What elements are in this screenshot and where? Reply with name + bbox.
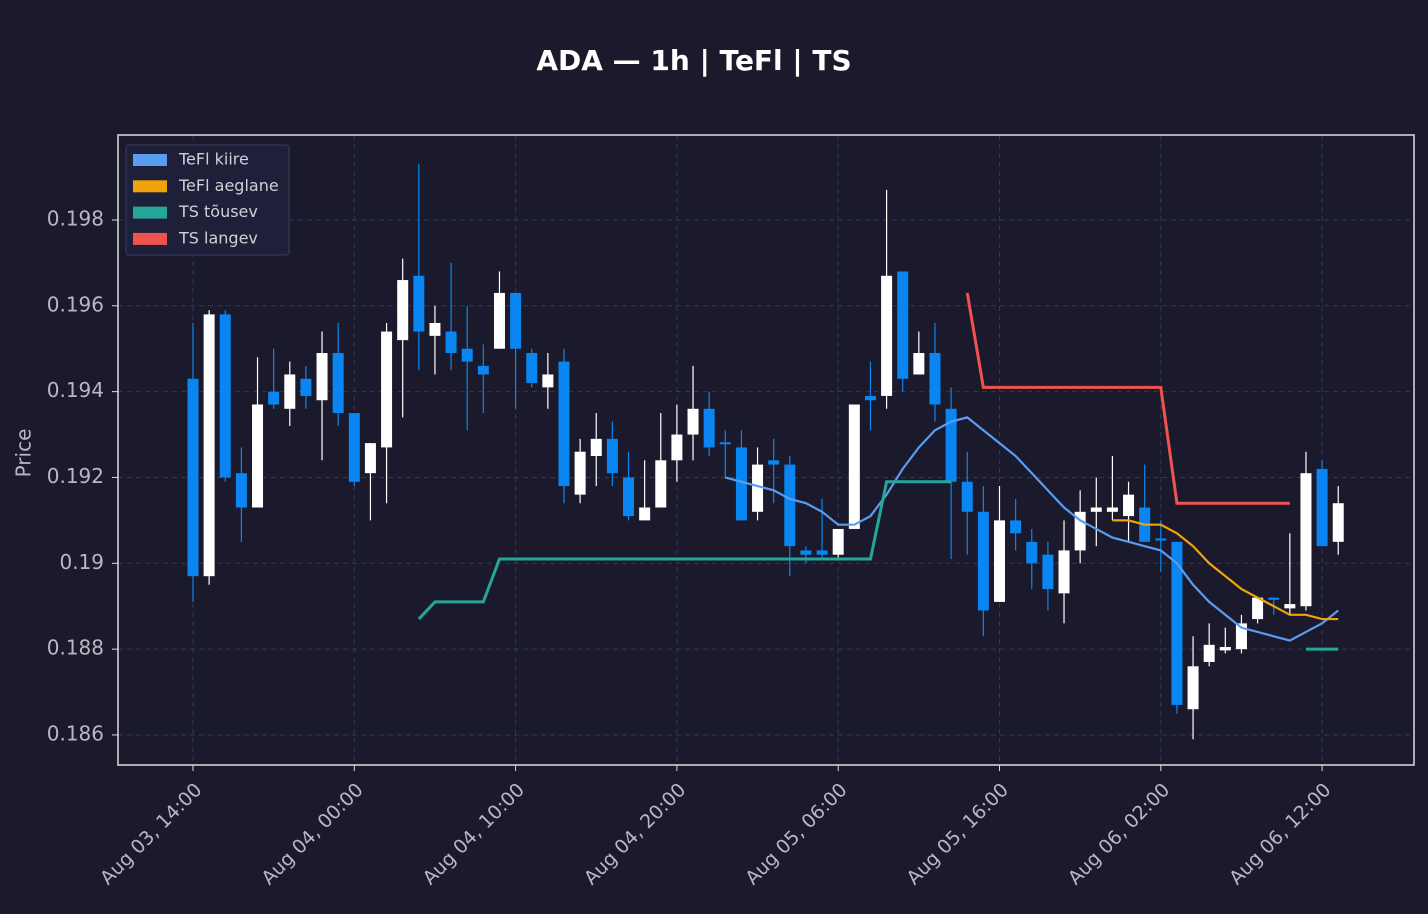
candle-body: [1252, 597, 1264, 620]
candle-body: [526, 353, 538, 384]
candle-body: [542, 374, 554, 388]
candle-body: [1058, 550, 1070, 594]
legend-swatch: [133, 180, 167, 193]
indicator-line: [1112, 519, 1339, 621]
candle-body: [1284, 604, 1296, 609]
candle-body: [1106, 507, 1118, 512]
candle-body: [1026, 541, 1038, 564]
y-tick-label: 0.198: [47, 206, 104, 230]
indicator-line: [965, 292, 1290, 505]
candle-body: [671, 434, 683, 461]
candle-body: [300, 378, 312, 396]
candle-body: [1010, 520, 1022, 534]
candle-body: [332, 353, 344, 414]
candle-body: [703, 408, 715, 448]
candle-body: [848, 404, 860, 529]
legend-box: [125, 144, 290, 256]
candle-body: [590, 438, 602, 457]
candle-body: [1219, 646, 1231, 651]
candle-body: [639, 507, 651, 521]
indicator-line: [725, 416, 1339, 642]
indicator-line: [417, 480, 952, 621]
candle-body: [268, 391, 280, 405]
candle-body: [364, 443, 376, 474]
chart-title: ADA — 1h | TeFl | TS: [536, 44, 851, 77]
candle-body: [493, 292, 505, 349]
legend-label: TeFl aeglane: [178, 176, 279, 195]
candle-body: [1187, 666, 1199, 710]
y-tick-label: 0.188: [47, 636, 104, 660]
candle-body: [719, 442, 731, 445]
candle-body: [1171, 541, 1183, 705]
legend-label: TS tõusev: [178, 202, 258, 221]
candle-body: [203, 314, 215, 577]
candle-body: [187, 378, 199, 577]
candle-body: [832, 528, 844, 555]
candle-body: [1155, 538, 1167, 541]
candle-body: [816, 550, 828, 555]
candle-body: [623, 477, 635, 517]
candle-body: [348, 413, 360, 482]
candle-body: [1235, 623, 1247, 650]
candle-body: [687, 408, 699, 435]
candle-body: [961, 481, 973, 512]
candle-body: [461, 348, 473, 362]
candle-body: [864, 395, 876, 401]
y-tick-label: 0.196: [47, 292, 104, 316]
y-tick-label: 0.186: [47, 721, 104, 745]
candle-body: [429, 322, 441, 336]
y-tick-label: 0.192: [47, 464, 104, 488]
candle-body: [1316, 468, 1328, 547]
candle-body: [558, 361, 570, 487]
candle-body: [1268, 597, 1280, 600]
plot-marks: [187, 164, 1344, 740]
legend-label: TS langev: [178, 228, 258, 247]
y-axis-label: Price: [12, 429, 36, 478]
candle-body: [606, 438, 618, 474]
candle-body: [1090, 507, 1102, 512]
candle-body: [881, 275, 893, 396]
candle-body: [1300, 473, 1312, 607]
candle-body: [1203, 644, 1215, 663]
candle-body: [752, 464, 764, 512]
candle-body: [316, 353, 328, 401]
candle-body: [897, 271, 909, 379]
candle-body: [1074, 511, 1086, 551]
candle-body: [284, 374, 296, 409]
candle-body: [1042, 554, 1054, 590]
candle-body: [929, 353, 941, 405]
candle-body: [381, 331, 393, 448]
candle-body: [235, 473, 247, 508]
legend: TeFl kiire TeFl aeglane TS tõusev TS langev: [125, 144, 290, 256]
candle-body: [994, 520, 1005, 602]
y-tick-label: 0.19: [59, 550, 104, 574]
legend-swatch: [133, 154, 167, 166]
candle-body: [784, 464, 796, 547]
candle-body: [800, 550, 812, 555]
legend-swatch: [133, 206, 167, 219]
candle-body: [510, 292, 522, 349]
candle-body: [219, 314, 231, 478]
y-tick-label: 0.194: [47, 378, 104, 402]
candle-body: [945, 408, 957, 482]
candle-body: [768, 460, 780, 465]
candle-body: [445, 331, 457, 354]
candle-body: [913, 353, 925, 375]
candle-body: [477, 365, 489, 375]
candle-body: [252, 404, 264, 508]
candle-body: [735, 447, 747, 521]
legend-label: TeFl kiire: [178, 150, 249, 169]
legend-swatch: [133, 232, 167, 245]
candle-body: [1123, 494, 1135, 517]
candle-body: [1332, 503, 1344, 542]
candle-body: [413, 275, 425, 332]
candle-body: [574, 451, 586, 495]
candle-body: [977, 511, 989, 611]
candle-body: [655, 460, 667, 508]
candle-body: [397, 280, 409, 341]
plot-frame: [117, 134, 1415, 766]
